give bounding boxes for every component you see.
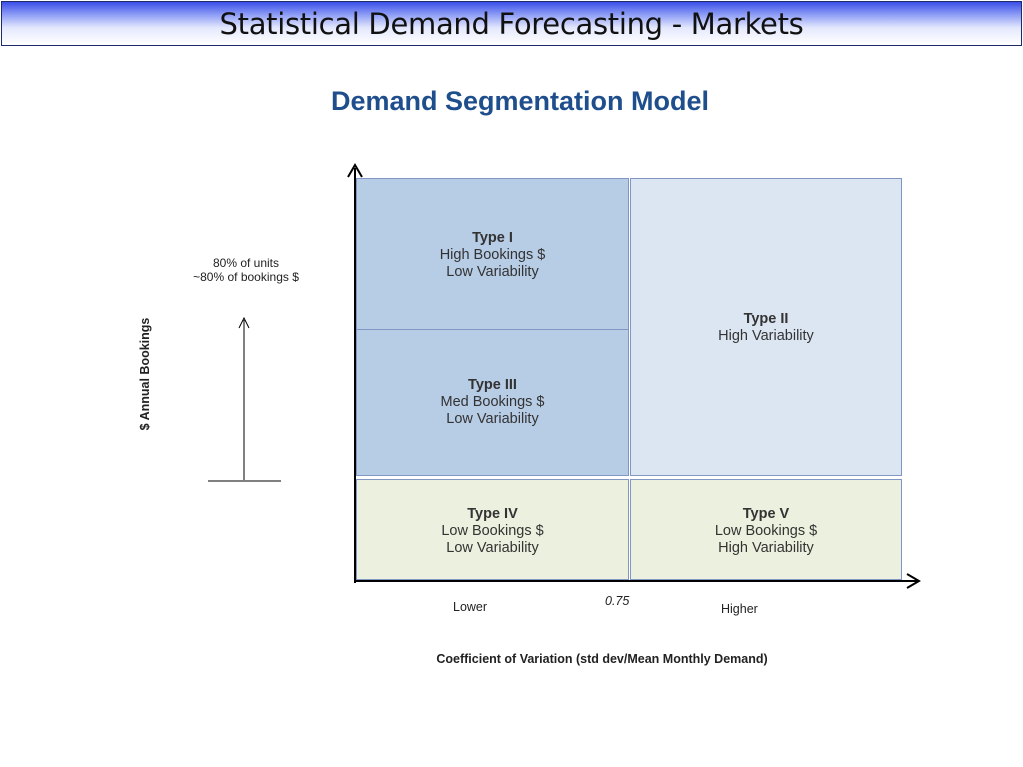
bookings-arrowhead (238, 316, 250, 329)
segment-type-iv-line1: Low Bookings $ (441, 523, 544, 539)
x-threshold-label: 0.75 (605, 594, 630, 608)
segment-type-iv-title: Type IV (467, 506, 518, 522)
segment-type-i-title: Type I (472, 230, 513, 246)
segment-type-i-line1: High Bookings $ (439, 247, 546, 263)
slide-title-bar: Statistical Demand Forecasting - Markets (1, 1, 1022, 46)
slide-title: Statistical Demand Forecasting - Markets (219, 6, 804, 41)
segment-type-i-line2: Low Variability (446, 264, 539, 280)
segment-type-iv-line2: Low Variability (446, 540, 539, 556)
y-axis-label: $ Annual Bookings (138, 317, 152, 431)
segment-type-iii-line2: Low Variability (446, 411, 539, 427)
x-high-label: Higher (721, 602, 758, 616)
segment-type-iii: Type III Med Bookings $ Low Variability (356, 329, 629, 476)
x-low-label: Lower (453, 600, 488, 614)
segment-type-i: Type I High Bookings $ Low Variability (356, 178, 629, 330)
segment-type-iv: Type IV Low Bookings $ Low Variability (356, 479, 629, 580)
segment-type-ii: Type II High Variability (630, 178, 902, 476)
bookings-note-line2: ~80% of bookings $ (193, 270, 299, 284)
diagram-title: Demand Segmentation Model (330, 86, 710, 116)
segment-type-v-line1: Low Bookings $ (714, 523, 818, 539)
segment-type-v-title: Type V (742, 506, 790, 522)
segment-type-ii-title: Type II (743, 311, 789, 327)
bookings-note: 80% of units ~80% of bookings $ (176, 256, 316, 284)
segment-type-iii-line1: Med Bookings $ (440, 394, 545, 410)
bookings-note-line1: 80% of units (212, 256, 280, 270)
y-axis-arrowhead (347, 163, 363, 178)
segment-type-v-line2: High Variability (718, 540, 814, 556)
x-axis-label: Coefficient of Variation (std dev/Mean M… (436, 652, 768, 666)
segment-type-ii-line1: High Variability (718, 328, 814, 344)
x-axis-arrowhead (906, 573, 921, 589)
segment-type-v: Type V Low Bookings $ High Variability (630, 479, 902, 580)
segment-type-iii-title: Type III (468, 377, 517, 393)
